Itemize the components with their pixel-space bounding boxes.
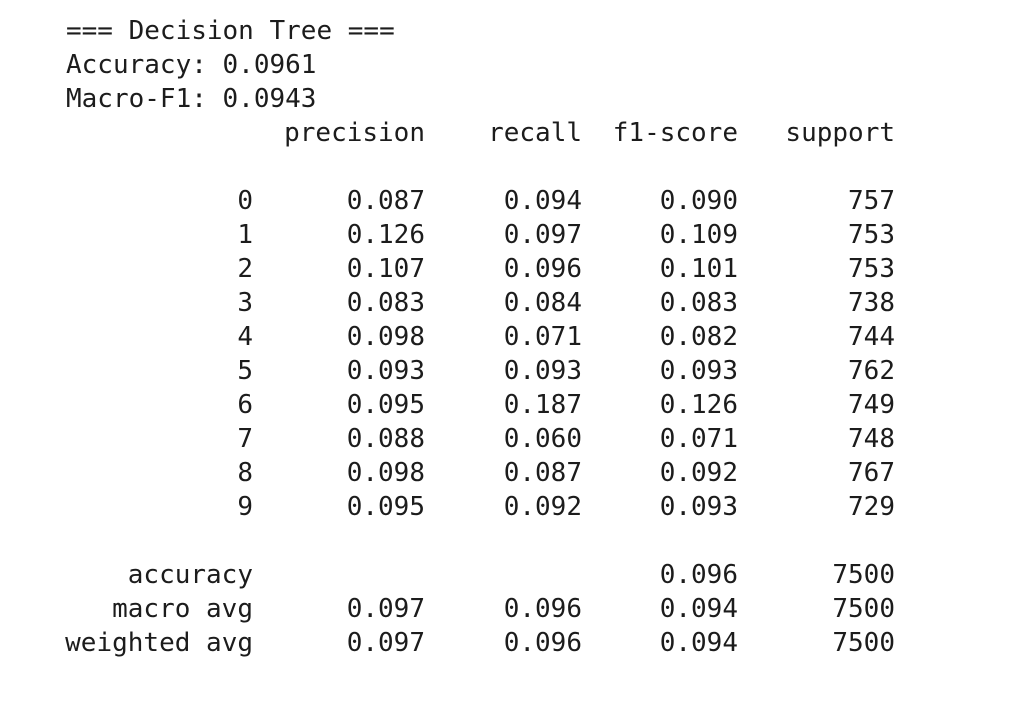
report-title: === Decision Tree ===	[66, 16, 395, 46]
precision-value: 0.095	[346, 390, 425, 420]
column-header-precision: precision	[284, 118, 425, 148]
row-label: 4	[237, 322, 253, 352]
macro-f1-line: Macro-F1: 0.0943	[66, 84, 317, 114]
recall-value: 0.087	[503, 458, 582, 488]
f1-score-value: 0.101	[659, 254, 738, 284]
recall-value: 0.187	[503, 390, 582, 420]
f1-score-value: 0.094	[659, 628, 738, 658]
row-label: 7	[237, 424, 253, 454]
f1-score-value: 0.071	[659, 424, 738, 454]
row-label: macro avg	[112, 594, 253, 624]
support-value: 744	[848, 322, 895, 352]
column-header-support: support	[785, 118, 895, 148]
row-label: 5	[237, 356, 253, 386]
f1-score-value: 0.083	[659, 288, 738, 318]
precision-value: 0.093	[346, 356, 425, 386]
recall-value: 0.093	[503, 356, 582, 386]
row-label: 9	[237, 492, 253, 522]
support-value: 753	[848, 254, 895, 284]
support-value: 767	[848, 458, 895, 488]
precision-value: 0.087	[346, 186, 425, 216]
column-header-recall: recall	[488, 118, 582, 148]
recall-value: 0.060	[503, 424, 582, 454]
f1-score-value: 0.093	[659, 356, 738, 386]
recall-value: 0.097	[503, 220, 582, 250]
recall-value: 0.084	[503, 288, 582, 318]
row-label: 0	[237, 186, 253, 216]
row-label: 6	[237, 390, 253, 420]
f1-score-value: 0.092	[659, 458, 738, 488]
recall-value: 0.096	[503, 628, 582, 658]
precision-value: 0.098	[346, 322, 425, 352]
support-value: 753	[848, 220, 895, 250]
row-label: weighted avg	[65, 628, 253, 658]
row-label: accuracy	[127, 560, 253, 590]
row-label: 3	[237, 288, 253, 318]
support-value: 729	[848, 492, 895, 522]
f1-score-value: 0.096	[659, 560, 738, 590]
precision-value: 0.098	[346, 458, 425, 488]
support-value: 762	[848, 356, 895, 386]
f1-score-value: 0.109	[659, 220, 738, 250]
f1-score-value: 0.126	[659, 390, 738, 420]
support-value: 757	[848, 186, 895, 216]
recall-value: 0.071	[503, 322, 582, 352]
support-value: 7500	[832, 594, 895, 624]
precision-value: 0.088	[346, 424, 425, 454]
recall-value: 0.096	[503, 254, 582, 284]
column-header-f1-score: f1-score	[612, 118, 738, 148]
row-label: 8	[237, 458, 253, 488]
support-value: 748	[848, 424, 895, 454]
support-value: 7500	[832, 628, 895, 658]
precision-value: 0.097	[346, 594, 425, 624]
precision-value: 0.107	[346, 254, 425, 284]
support-value: 738	[848, 288, 895, 318]
precision-value: 0.095	[346, 492, 425, 522]
f1-score-value: 0.082	[659, 322, 738, 352]
support-value: 749	[848, 390, 895, 420]
precision-value: 0.083	[346, 288, 425, 318]
recall-value: 0.094	[503, 186, 582, 216]
precision-value: 0.126	[346, 220, 425, 250]
f1-score-value: 0.093	[659, 492, 738, 522]
precision-value: 0.097	[346, 628, 425, 658]
f1-score-value: 0.094	[659, 594, 738, 624]
accuracy-line: Accuracy: 0.0961	[66, 50, 317, 80]
recall-value: 0.092	[503, 492, 582, 522]
f1-score-value: 0.090	[659, 186, 738, 216]
support-value: 7500	[832, 560, 895, 590]
recall-value: 0.096	[503, 594, 582, 624]
row-label: 1	[237, 220, 253, 250]
row-label: 2	[237, 254, 253, 284]
